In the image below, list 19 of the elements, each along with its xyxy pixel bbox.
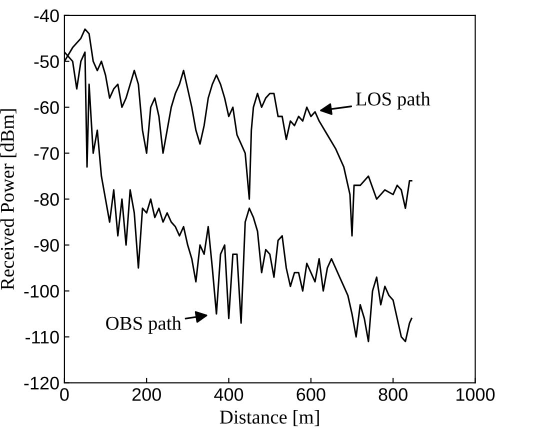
y-tick-label: -90 [34, 238, 59, 252]
y-tick-label: -60 [34, 101, 59, 114]
y-tick-label: -70 [34, 147, 59, 160]
x-tick-label: 600 [296, 388, 326, 401]
y-tick-label: -80 [34, 193, 59, 206]
x-tick-label: 800 [378, 388, 408, 401]
x-tick-label: 0 [60, 388, 69, 401]
annotation: LOS path [356, 92, 430, 110]
y-tick-label: -110 [26, 330, 59, 344]
y-tick-label: -40 [34, 9, 59, 22]
y-tick-label: -100 [24, 284, 59, 298]
annotation: OBS path [106, 316, 182, 334]
x-axis-title: Distance [m] [220, 410, 319, 426]
y-tick-label: -50 [34, 55, 59, 68]
x-tick-label: 400 [214, 388, 244, 401]
y-tick-label: -120 [24, 376, 59, 390]
x-tick-label: 200 [132, 388, 161, 401]
x-tick-label: 1000 [456, 388, 495, 401]
y-axis-title: Received Power [dBm] [0, 109, 16, 290]
